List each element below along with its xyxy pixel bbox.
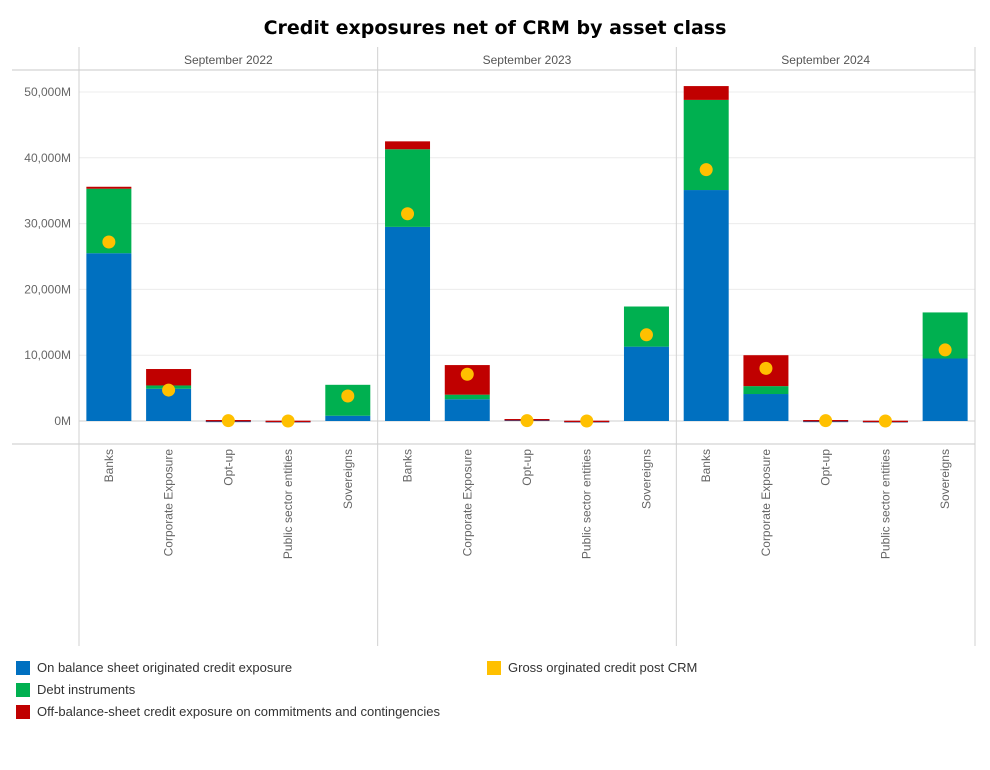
plot-area: 0M 10,000M 20,000M 30,000M 40,000M 50,000M Sep… — [12, 47, 976, 646]
bar-segment — [86, 253, 132, 421]
gross-point — [819, 414, 833, 428]
legend-swatch-green — [16, 682, 30, 697]
category-label: Corporate Exposure — [759, 449, 773, 557]
y-tick-label: 40,000M — [24, 151, 71, 165]
category-label: Opt-up — [221, 449, 235, 486]
category-label: Corporate Exposure — [162, 449, 176, 557]
legend-item-on-balance: On balance sheet originated credit expos… — [16, 660, 292, 675]
y-tick-label: 0M — [54, 414, 71, 428]
category-label: Opt-up — [819, 449, 833, 486]
legend-item-gross: Gross orginated credit post CRM — [487, 660, 697, 675]
panel-header: September 2023 — [483, 53, 572, 67]
bar-segment — [743, 386, 789, 395]
bar-segment — [623, 346, 669, 421]
legend-item-debt: Debt instruments — [16, 682, 135, 697]
legend-label: Debt instruments — [37, 682, 136, 697]
y-tick-label: 30,000M — [24, 217, 71, 231]
bar-segment — [325, 415, 371, 421]
category-label: Opt-up — [520, 449, 534, 486]
bar-segment — [743, 394, 789, 421]
bar-segment — [683, 86, 729, 100]
category-label: Public sector entities — [580, 449, 594, 559]
bar-segment — [922, 358, 968, 421]
category-label: Banks — [699, 449, 713, 482]
y-tick-label: 50,000M — [24, 85, 71, 99]
bar-segment — [86, 186, 132, 189]
panel-header: September 2024 — [781, 53, 870, 67]
gross-point — [102, 235, 116, 249]
gross-point — [520, 414, 534, 428]
legend-swatch-blue — [16, 660, 30, 675]
gross-point — [639, 328, 653, 342]
category-label: Public sector entities — [878, 449, 892, 559]
bar-segment — [385, 141, 431, 150]
gross-point — [699, 163, 713, 177]
category-label: Sovereigns — [639, 449, 653, 509]
legend-swatch-red — [16, 704, 30, 719]
gross-point — [162, 383, 176, 397]
gross-point — [221, 414, 235, 428]
gross-point — [938, 343, 952, 357]
bar-segment — [444, 394, 490, 400]
legend-swatch-yellow — [487, 660, 501, 675]
bar-segment — [683, 190, 729, 421]
legend: On balance sheet originated credit expos… — [16, 657, 976, 737]
y-tick-label: 20,000M — [24, 282, 71, 296]
legend-label: Off-balance-sheet credit exposure on com… — [37, 704, 440, 719]
bar-segment — [683, 99, 729, 191]
legend-label: Gross orginated credit post CRM — [508, 660, 698, 675]
gross-point — [878, 414, 892, 428]
category-label: Sovereigns — [938, 449, 952, 509]
bar-segment — [444, 399, 490, 421]
bar-segment — [146, 369, 192, 386]
gross-point — [580, 414, 594, 428]
gross-point — [759, 361, 773, 375]
category-label: Sovereigns — [341, 449, 355, 509]
chart-title: Credit exposures net of CRM by asset cla… — [264, 17, 727, 39]
category-label: Corporate Exposure — [460, 449, 474, 557]
y-tick-label: 10,000M — [24, 348, 71, 362]
panel-header: September 2022 — [184, 53, 273, 67]
category-label: Public sector entities — [281, 449, 295, 559]
category-label: Banks — [102, 449, 116, 482]
category-label: Banks — [401, 449, 415, 482]
gross-point — [341, 389, 355, 403]
legend-item-off-balance: Off-balance-sheet credit exposure on com… — [16, 704, 440, 719]
gross-point — [460, 367, 474, 381]
legend-label: On balance sheet originated credit expos… — [37, 660, 293, 675]
bar-segment — [385, 226, 431, 421]
gross-point — [401, 207, 415, 221]
gross-point — [281, 414, 295, 428]
